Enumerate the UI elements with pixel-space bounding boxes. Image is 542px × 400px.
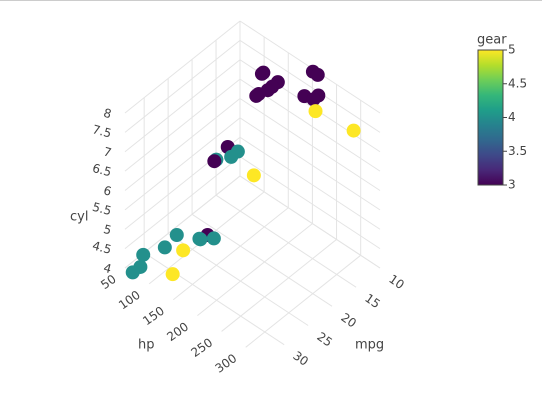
grid-line xyxy=(239,175,381,269)
grid-line xyxy=(124,39,241,133)
point xyxy=(176,243,191,258)
x-tick-label: 10 xyxy=(386,272,407,292)
y-tick-label: 150 xyxy=(140,304,167,329)
y-axis-title: hp xyxy=(138,338,155,353)
point xyxy=(193,232,208,247)
y-tick-label: 200 xyxy=(164,319,191,344)
point xyxy=(310,67,325,82)
grid-line xyxy=(167,233,309,326)
z-tick-label: 7.5 xyxy=(91,122,113,140)
y-tick-label: 300 xyxy=(213,351,240,376)
y-tick-label: 250 xyxy=(188,335,215,360)
grid-line xyxy=(191,213,333,307)
y-tick-label: 50 xyxy=(98,272,119,292)
point xyxy=(224,149,239,164)
z-tick-label: 4.5 xyxy=(91,238,113,256)
point xyxy=(207,154,222,169)
point xyxy=(136,247,151,262)
z-tick-label: 6.5 xyxy=(91,161,113,179)
x-tick-label: 30 xyxy=(290,349,311,369)
point xyxy=(125,265,140,280)
point xyxy=(165,267,180,282)
grid-line xyxy=(221,239,337,332)
colorbar-tick-label: 5 xyxy=(508,43,516,57)
grid-line xyxy=(124,117,241,211)
z-tick-label: 6 xyxy=(102,183,113,199)
colorbar-tick-label: 4 xyxy=(508,110,516,124)
grid-line xyxy=(124,136,241,230)
grid-line xyxy=(143,252,285,346)
point xyxy=(306,92,321,107)
colorbar-tick-label: 3 xyxy=(508,178,516,192)
z-tick-label: 5 xyxy=(102,222,113,238)
z-tick-label: 4 xyxy=(102,261,113,277)
grid-line xyxy=(215,194,357,288)
z-tick-label: 8 xyxy=(102,106,113,122)
colorbar xyxy=(477,49,504,186)
x-tick-label: 15 xyxy=(362,291,383,311)
grid-line xyxy=(239,39,381,133)
y-tick-label: 100 xyxy=(116,288,143,313)
grid-line xyxy=(197,223,313,316)
point xyxy=(246,168,261,183)
colorbar-title: gear xyxy=(477,33,507,48)
grid-line xyxy=(172,207,289,301)
grid-line xyxy=(124,59,241,153)
x-axis-title: mpg xyxy=(355,338,384,353)
grid-line xyxy=(239,117,381,211)
x-tick-label: 25 xyxy=(314,329,335,349)
point xyxy=(206,231,221,246)
point xyxy=(169,228,184,243)
grid-line xyxy=(124,156,241,250)
grid-line xyxy=(239,136,381,230)
grid-line xyxy=(239,98,381,191)
point xyxy=(346,123,361,138)
point xyxy=(308,104,323,119)
grid-line xyxy=(124,98,241,191)
point xyxy=(157,240,172,255)
z-axis-title: cyl xyxy=(70,210,88,225)
grid-line xyxy=(245,254,362,348)
point xyxy=(254,66,269,81)
z-tick-label: 7 xyxy=(102,145,113,161)
z-tick-label: 5.5 xyxy=(91,200,113,218)
point xyxy=(249,88,264,103)
colorbar-tick-label: 4.5 xyxy=(508,76,527,90)
grid-line xyxy=(239,156,381,250)
grid-line xyxy=(124,78,241,172)
x-tick-label: 20 xyxy=(338,310,359,330)
grid-line xyxy=(124,20,241,114)
colorbar-tick-label: 3.5 xyxy=(508,144,527,158)
